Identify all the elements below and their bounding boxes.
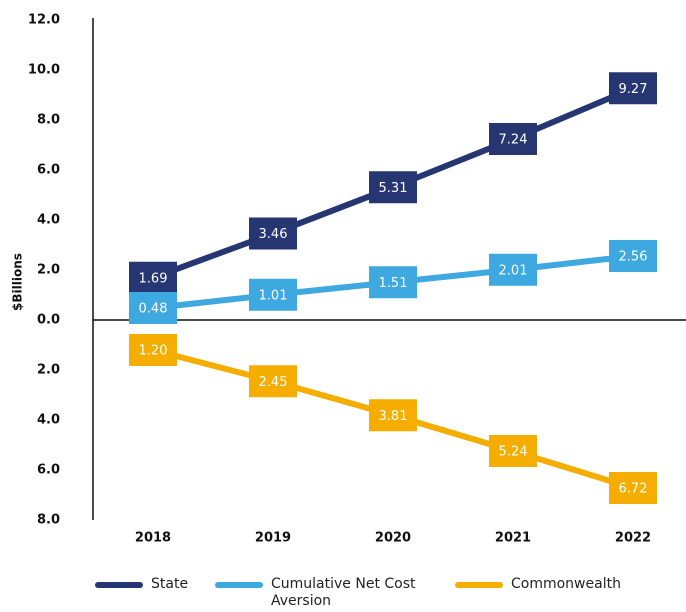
value-label: 2.45 bbox=[259, 375, 288, 390]
value-label: 5.31 bbox=[379, 181, 408, 196]
legend-label: Cumulative Net Cost Aversion bbox=[271, 576, 416, 609]
value-label-box bbox=[249, 217, 297, 250]
y-tick-label: 8.0 bbox=[37, 113, 60, 128]
legend-item: State bbox=[95, 576, 215, 610]
value-label-box bbox=[129, 261, 177, 294]
x-tick-label: 2021 bbox=[495, 531, 531, 546]
value-label-box bbox=[249, 365, 297, 398]
value-label-box bbox=[369, 266, 417, 299]
value-label-box bbox=[609, 240, 657, 272]
value-label: 6.72 bbox=[619, 482, 648, 497]
legend-swatch bbox=[95, 582, 143, 588]
y-tick-label: 12.0 bbox=[28, 13, 60, 28]
legend: State Cumulative Net Cost Aversion Commonw… bbox=[95, 576, 635, 610]
y-tick-label: 0.0 bbox=[37, 313, 60, 328]
y-tick-label: 4.0 bbox=[37, 213, 60, 228]
value-label-box bbox=[369, 171, 417, 204]
y-tick-label: 2.0 bbox=[37, 263, 60, 278]
legend-label: Commonwealth bbox=[511, 576, 621, 592]
x-tick-label: 2020 bbox=[375, 531, 411, 546]
legend-item: Commonwealth bbox=[455, 576, 635, 610]
value-label: 7.24 bbox=[499, 133, 528, 148]
value-label: 5.24 bbox=[499, 445, 528, 460]
y-tick-label: 10.0 bbox=[28, 63, 60, 78]
value-label: 9.27 bbox=[619, 82, 648, 97]
value-label-box bbox=[609, 472, 657, 504]
y-tick-label: 8.0 bbox=[37, 513, 60, 528]
value-label: 3.46 bbox=[259, 227, 288, 242]
value-label: 1.20 bbox=[139, 344, 168, 359]
value-label-box bbox=[369, 399, 417, 432]
x-tick-label: 2022 bbox=[615, 531, 651, 546]
y-tick-label: 4.0 bbox=[37, 413, 60, 428]
x-tick-label: 2019 bbox=[255, 531, 291, 546]
value-label: 1.69 bbox=[139, 271, 168, 286]
value-label: 2.56 bbox=[619, 250, 648, 265]
value-label: 3.81 bbox=[379, 409, 408, 424]
x-tick-label: 2018 bbox=[135, 531, 171, 546]
value-label: 2.01 bbox=[499, 263, 528, 278]
value-label-box bbox=[249, 278, 297, 311]
value-label-box bbox=[489, 123, 537, 155]
legend-item: Cumulative Net Cost Aversion bbox=[215, 576, 455, 610]
legend-swatch bbox=[455, 582, 503, 588]
y-axis-label: $Billions bbox=[11, 253, 25, 311]
value-label-box bbox=[489, 435, 537, 467]
legend-label: State bbox=[151, 576, 189, 592]
value-label-box bbox=[129, 292, 177, 324]
y-tick-label: 6.0 bbox=[37, 163, 60, 178]
value-label-box bbox=[489, 253, 537, 286]
y-tick-label: 2.0 bbox=[37, 363, 60, 378]
value-label: 1.51 bbox=[379, 276, 408, 291]
y-tick-label: 6.0 bbox=[37, 463, 60, 478]
value-label-box bbox=[129, 334, 177, 366]
value-label-box bbox=[609, 72, 657, 105]
value-label: 1.01 bbox=[259, 288, 288, 303]
value-label: 0.48 bbox=[139, 302, 168, 317]
legend-swatch bbox=[215, 582, 263, 588]
